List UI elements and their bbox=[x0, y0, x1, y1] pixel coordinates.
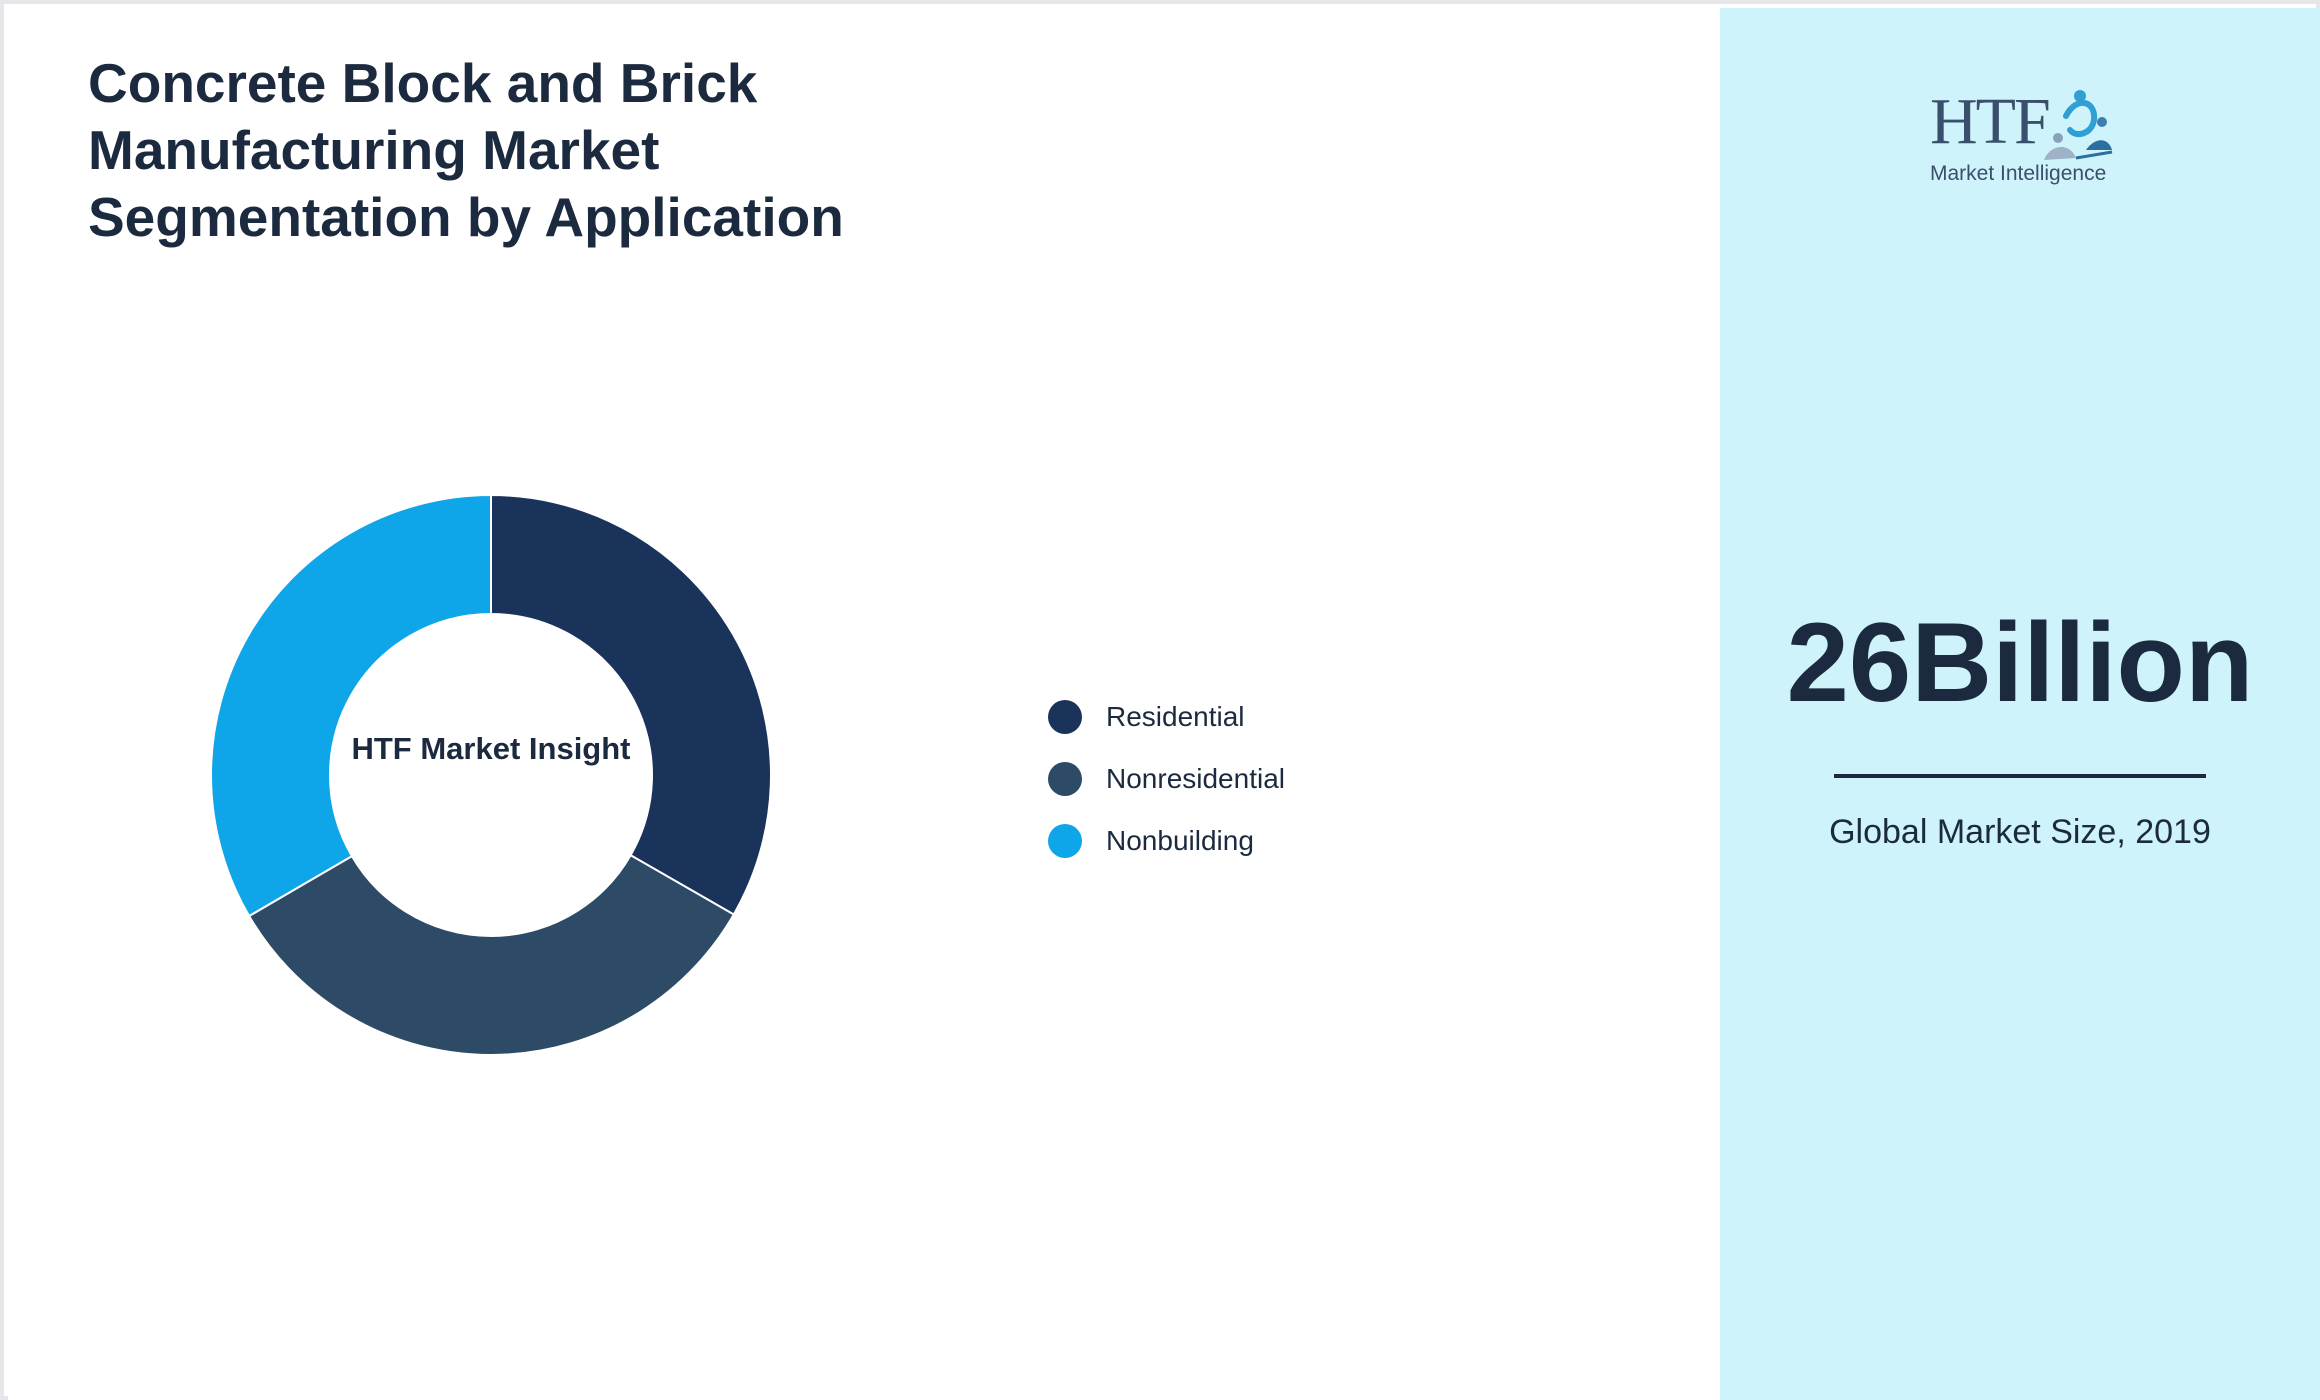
legend-swatch bbox=[1048, 824, 1082, 858]
legend-label: Nonbuilding bbox=[1106, 825, 1254, 856]
legend-item-nonresidential: Nonresidential bbox=[1048, 748, 1285, 810]
legend-label: Nonresidential bbox=[1106, 763, 1285, 794]
chart-legend: Residential Nonresidential Nonbuilding bbox=[1048, 686, 1285, 872]
donut-slice-nonbuilding bbox=[210, 493, 492, 918]
market-size-caption: Global Market Size, 2019 bbox=[1829, 813, 2211, 851]
legend-label: Residential bbox=[1106, 701, 1245, 732]
donut-chart bbox=[210, 493, 772, 1056]
donut-center-label: HTF Market Insight bbox=[351, 731, 631, 766]
htf-logo: HTF Market Intelligence bbox=[1922, 82, 2122, 192]
divider-line bbox=[1834, 774, 2206, 778]
page-title: Concrete Block and Brick Manufacturing M… bbox=[88, 52, 844, 248]
logo-figures-icon bbox=[2044, 90, 2113, 160]
logo-subtext: Market Intelligence bbox=[1930, 162, 2107, 185]
legend-swatch bbox=[1048, 762, 1082, 796]
market-size-panel: HTF Market Intelligence 26Billion Global… bbox=[1720, 8, 2320, 1400]
chart-panel: Concrete Block and Brick Manufacturing M… bbox=[8, 8, 1720, 1400]
logo-wordmark: HTF bbox=[1930, 85, 2051, 158]
legend-item-nonbuilding: Nonbuilding bbox=[1048, 810, 1285, 872]
market-size-value: 26Billion bbox=[1786, 600, 2254, 725]
legend-swatch bbox=[1048, 700, 1082, 734]
donut-slice-residential bbox=[490, 493, 772, 916]
legend-item-residential: Residential bbox=[1048, 686, 1285, 748]
donut-slice-nonresidential bbox=[247, 853, 736, 1056]
